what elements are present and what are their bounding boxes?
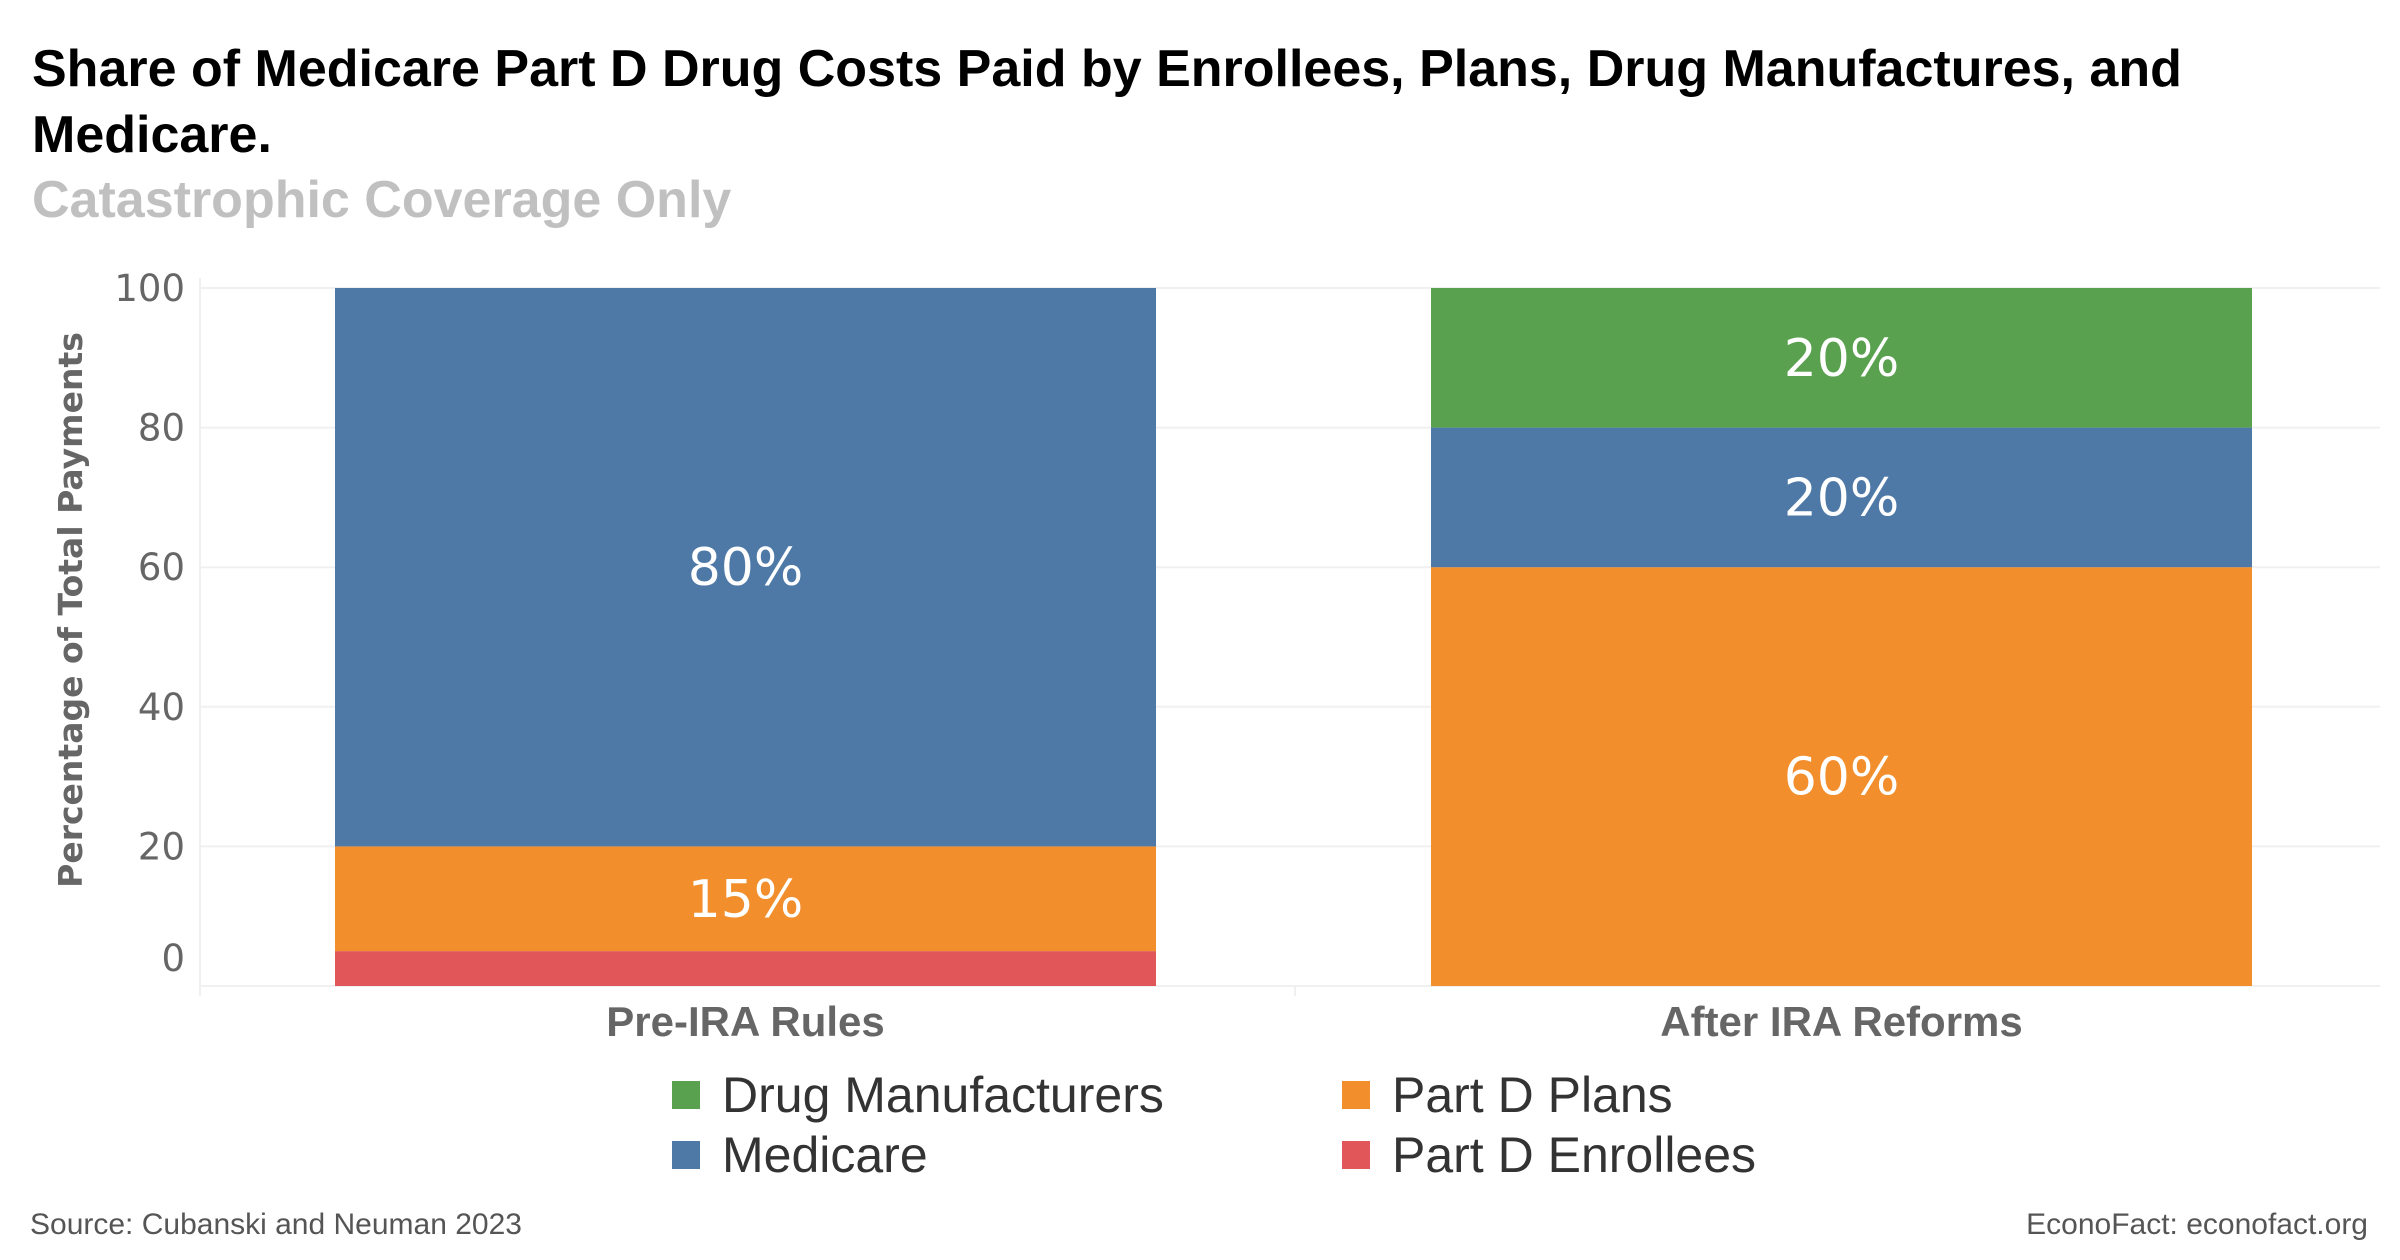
- y-tick-label: 40: [138, 686, 185, 729]
- bar-segment: [335, 288, 1156, 847]
- legend-item-part-d-enrollees: Part D Enrollees: [1342, 1126, 1756, 1184]
- y-tick-label: 0: [161, 937, 185, 980]
- chart-subtitle: Catastrophic Coverage Only: [32, 171, 732, 229]
- y-tick-label: 20: [138, 825, 185, 868]
- data-label: 60%: [1784, 748, 1900, 808]
- legend-swatch: [672, 1141, 700, 1169]
- source-note: Source: Cubanski and Neuman 2023: [30, 1208, 522, 1241]
- legend-item-part-d-plans: Part D Plans: [1342, 1066, 1673, 1124]
- legend-item-drug-manufacturers: Drug Manufacturers: [672, 1066, 1164, 1124]
- y-tick-label: 80: [138, 407, 185, 450]
- bar-segment: [335, 951, 1156, 986]
- legend-item-medicare: Medicare: [672, 1126, 928, 1184]
- legend-label: Part D Plans: [1392, 1067, 1673, 1123]
- legend-swatch: [1342, 1081, 1370, 1109]
- legend-label: Drug Manufacturers: [722, 1067, 1164, 1123]
- bar-segment: [1431, 427, 2252, 568]
- y-axis-title: Percentage of Total Payments: [51, 332, 90, 888]
- data-label: 80%: [688, 538, 804, 598]
- legend-swatch: [672, 1081, 700, 1109]
- y-tick-label: 60: [138, 546, 185, 589]
- data-label: 15%: [688, 870, 804, 930]
- legend-swatch: [1342, 1141, 1370, 1169]
- data-label: 20%: [1784, 329, 1900, 389]
- y-tick-label: 100: [114, 267, 185, 310]
- legend-label: Medicare: [722, 1127, 928, 1183]
- credit-note: EconoFact: econofact.org: [2026, 1208, 2368, 1241]
- bar-segment: [335, 846, 1156, 952]
- x-tick-label: After IRA Reforms: [1660, 998, 2023, 1045]
- bar-segment: [1431, 288, 2252, 428]
- bar-segment: [1431, 567, 2252, 986]
- legend-label: Part D Enrollees: [1392, 1127, 1757, 1183]
- x-tick-label: Pre-IRA Rules: [606, 998, 885, 1045]
- data-label: 20%: [1784, 468, 1900, 528]
- chart-title: Share of Medicare Part D Drug Costs Paid…: [32, 40, 2182, 164]
